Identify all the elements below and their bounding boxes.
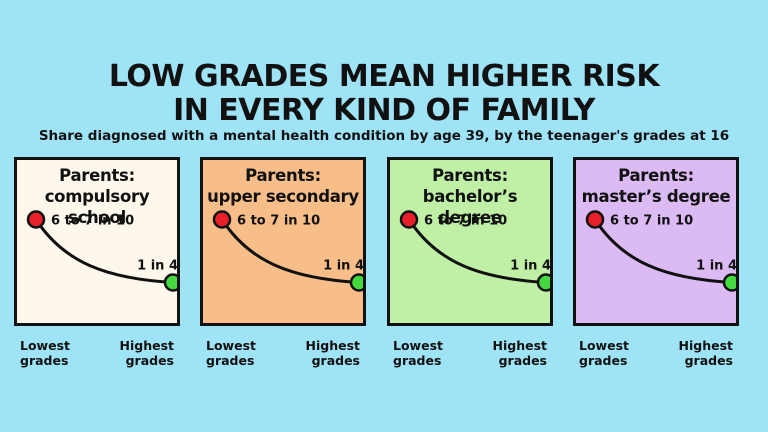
lowest-grades-label-line: Lowest — [393, 338, 443, 353]
start-value-label: 6 to 7 in 10 — [610, 214, 693, 229]
panel-title-line1: Parents: — [618, 166, 694, 185]
chart-panel: Parents: bachelor’s degree 6 to 7 in 10 1 i… — [387, 157, 553, 326]
lowest-grades-label: Lowest grades — [393, 338, 443, 368]
panel-title-line1: Parents: — [245, 166, 321, 185]
panel-plot: 6 to 7 in 10 1 in 4 — [212, 210, 363, 292]
highest-grades-label-line: grades — [125, 353, 174, 368]
lowest-grades-label-line: grades — [579, 353, 628, 368]
panel-title: Parents: master’s degree — [576, 165, 736, 207]
panel-title: Parents: compulsory school — [17, 165, 177, 228]
chart-panel: Parents: master’s degree 6 to 7 in 10 1 in … — [573, 157, 739, 326]
highest-grades-label-line: grades — [684, 353, 733, 368]
lowest-grades-label-line: Lowest — [20, 338, 70, 353]
chart-title-line1: LOW GRADES MEAN HIGHER RISK — [108, 59, 660, 94]
lowest-grades-label: Lowest grades — [579, 338, 629, 368]
panel-title-line2: compulsory school — [44, 187, 150, 227]
highest-grades-point — [722, 273, 736, 292]
lowest-grades-label-line: grades — [206, 353, 255, 368]
trend-line — [407, 218, 547, 284]
highest-grades-label-line: Highest — [119, 338, 175, 353]
lowest-grades-point — [399, 210, 419, 229]
lowest-grades-label-line: Lowest — [579, 338, 629, 353]
trend-line — [34, 218, 174, 284]
panel-title-line2: master’s degree — [581, 187, 731, 206]
highest-grades-label: Highest grades — [300, 338, 361, 368]
panel-title: Parents: bachelor’s degree — [390, 165, 550, 228]
panel-title-line1: Parents: — [59, 166, 135, 185]
lowest-grades-point — [26, 210, 46, 229]
highest-grades-point — [536, 273, 550, 292]
lowest-grades-label: Lowest grades — [20, 338, 70, 368]
trend-line — [593, 218, 733, 284]
chart-title-line2: IN EVERY KIND OF FAMILY — [173, 93, 595, 128]
highest-grades-label-line: Highest — [492, 338, 548, 353]
highest-grades-label: Highest grades — [114, 338, 175, 368]
highest-grades-label-line: grades — [498, 353, 547, 368]
chart-panel: Parents: upper secondary 6 to 7 in 10 1 in … — [200, 157, 366, 326]
panel-title: Parents: upper secondary — [203, 165, 363, 207]
panel-plot: 6 to 7 in 10 1 in 4 — [26, 210, 177, 292]
end-value-label: 1 in 4 — [323, 259, 363, 274]
lowest-grades-point — [585, 210, 605, 229]
lowest-grades-label-line: grades — [20, 353, 69, 368]
end-value-label: 1 in 4 — [696, 259, 736, 274]
lowest-grades-label-line: Lowest — [206, 338, 256, 353]
highest-grades-label: Highest grades — [673, 338, 734, 368]
start-value-label: 6 to 7 in 10 — [237, 214, 320, 229]
panel-plot: 6 to 7 in 10 1 in 4 — [585, 210, 736, 292]
chart-subtitle: Share diagnosed with a mental health con… — [38, 128, 730, 144]
trend-line — [220, 218, 360, 284]
end-value-label: 1 in 4 — [510, 259, 550, 274]
start-value-label: 6 to 7 in 10 — [51, 214, 134, 229]
highest-grades-label-line: Highest — [678, 338, 734, 353]
highest-grades-label: Highest grades — [487, 338, 548, 368]
panel-title-line2: upper secondary — [207, 187, 359, 206]
highest-grades-point — [163, 273, 177, 292]
panel-title-line1: Parents: — [432, 166, 508, 185]
panel-title-line2: bachelor’s degree — [422, 187, 518, 227]
start-value-label: 6 to 7 in 10 — [424, 214, 507, 229]
lowest-grades-label-line: grades — [393, 353, 442, 368]
end-value-label: 1 in 4 — [137, 259, 177, 274]
lowest-grades-label: Lowest grades — [206, 338, 256, 368]
chart-panel: Parents: compulsory school 6 to 7 in 10 1 i… — [14, 157, 180, 326]
panel-plot: 6 to 7 in 10 1 in 4 — [399, 210, 550, 292]
highest-grades-label-line: grades — [311, 353, 360, 368]
highest-grades-point — [349, 273, 363, 292]
highest-grades-label-line: Highest — [305, 338, 361, 353]
lowest-grades-point — [212, 210, 232, 229]
